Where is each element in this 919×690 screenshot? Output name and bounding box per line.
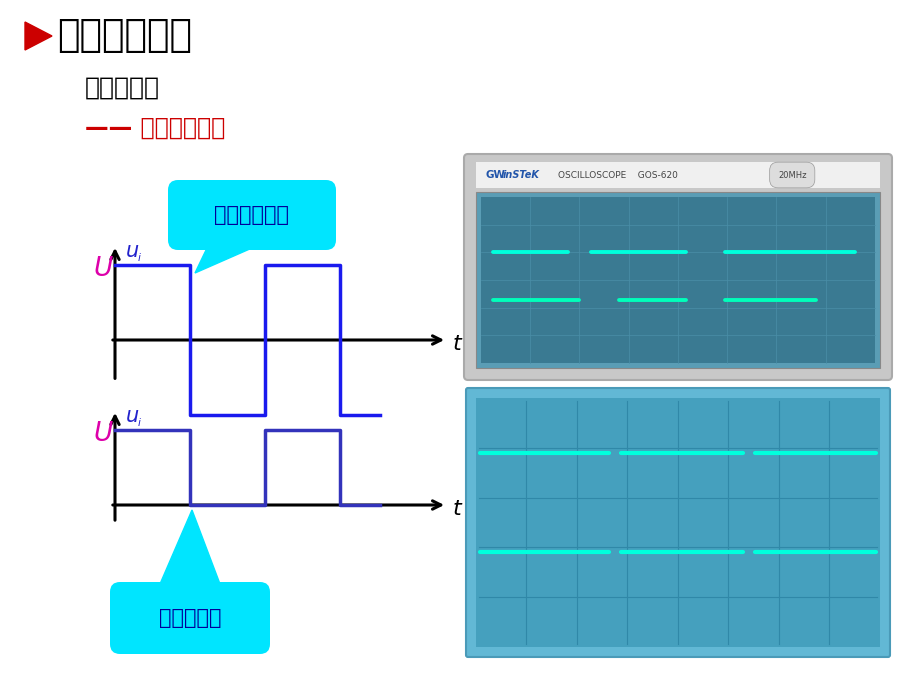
Bar: [475, 398, 879, 647]
Text: $t$: $t$: [451, 499, 463, 519]
Polygon shape: [25, 22, 52, 50]
FancyBboxPatch shape: [466, 388, 889, 657]
Text: —— 加直流偏移！: —— 加直流偏移！: [85, 116, 225, 140]
Text: $U$: $U$: [93, 256, 114, 282]
FancyBboxPatch shape: [463, 154, 891, 380]
Text: 不加直流偏移: 不加直流偏移: [214, 205, 289, 225]
Bar: [475, 162, 879, 188]
Bar: [475, 192, 879, 368]
Text: $u$: $u$: [125, 406, 139, 426]
FancyBboxPatch shape: [110, 582, 269, 654]
Text: $_i$: $_i$: [137, 249, 142, 264]
Text: 20MHz: 20MHz: [777, 170, 806, 179]
Text: 加直流偏移: 加直流偏移: [159, 608, 221, 628]
Polygon shape: [160, 510, 220, 584]
Text: 如何得方波？: 如何得方波？: [57, 18, 192, 54]
Text: $U$: $U$: [93, 421, 114, 447]
Text: 信号发生器: 信号发生器: [85, 76, 160, 100]
Text: inSTeK: inSTeK: [503, 170, 539, 180]
Text: OSCILLOSCOPE    GOS-620: OSCILLOSCOPE GOS-620: [558, 170, 677, 179]
Text: GW: GW: [485, 170, 505, 180]
Text: $_i$: $_i$: [137, 414, 142, 429]
FancyBboxPatch shape: [168, 180, 335, 250]
Bar: [481, 197, 874, 363]
Text: $t$: $t$: [451, 334, 463, 354]
Text: $u$: $u$: [125, 241, 139, 261]
Polygon shape: [195, 248, 252, 273]
